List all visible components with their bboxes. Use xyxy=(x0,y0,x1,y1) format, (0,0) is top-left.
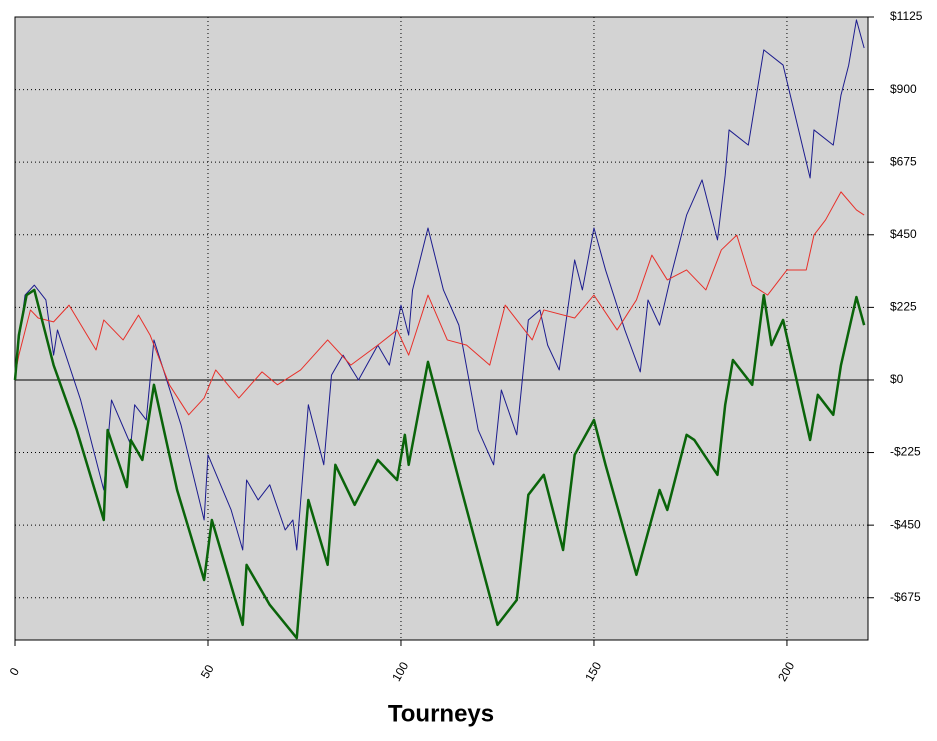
x-tick-label: 100 xyxy=(389,659,411,684)
x-tick-label: 150 xyxy=(582,659,604,684)
y-tick-label: $450 xyxy=(890,227,917,241)
y-tick-label: $675 xyxy=(890,154,917,168)
series-line xyxy=(14,19,865,551)
y-tick-label: -$450 xyxy=(890,517,921,531)
y-tick-label: $0 xyxy=(890,372,904,386)
y-tick-label: -$225 xyxy=(890,445,921,459)
y-tick-label: -$675 xyxy=(890,590,921,604)
x-tick-label: 50 xyxy=(198,662,217,681)
y-tick-label: $900 xyxy=(890,82,917,96)
plot-area xyxy=(14,16,869,641)
series-line xyxy=(13,288,866,640)
x-tick-label: 200 xyxy=(775,659,797,684)
y-tick-label: $225 xyxy=(890,300,917,314)
x-axis-title: Tourneys xyxy=(388,700,494,727)
x-tick-label: 0 xyxy=(7,665,23,678)
y-tick-label: $1125 xyxy=(890,9,923,23)
series-line xyxy=(14,191,865,416)
